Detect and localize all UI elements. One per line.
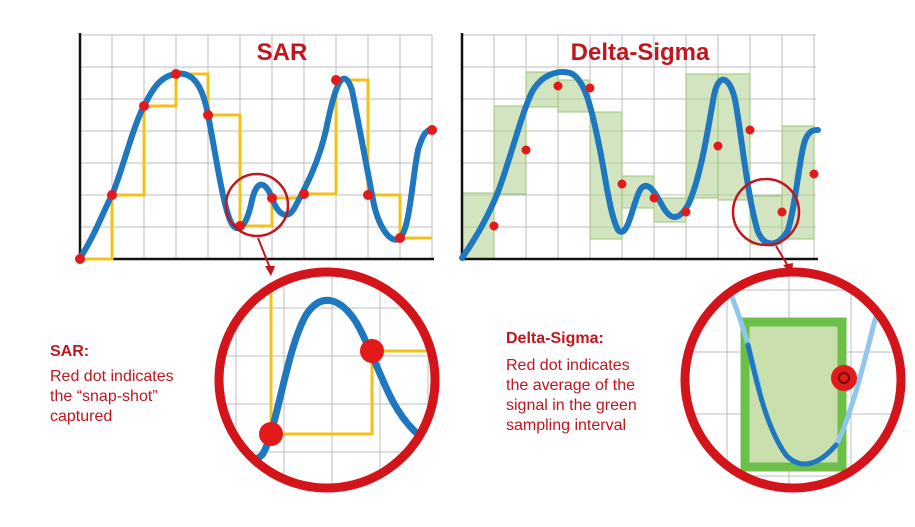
sar-pointer-arrowhead [265, 266, 275, 276]
ds-average-dot [553, 81, 563, 91]
sar-sample-dot [427, 125, 437, 135]
sar-sample-dot [107, 190, 117, 200]
sar-zoom-staircase [269, 272, 435, 436]
ds-zoom-average-dot [831, 365, 857, 391]
ds-average-dots [489, 81, 819, 231]
ds-average-dot [745, 125, 755, 135]
ds-zoom-ring [680, 267, 906, 493]
ds-sampling-intervals [461, 71, 815, 260]
ds-zoom-view [680, 267, 906, 493]
ds-zoom-signal-inside [745, 342, 839, 467]
ds-caption-heading: Delta-Sigma: [506, 330, 604, 347]
sar-sample-dot [363, 190, 373, 200]
sar-zoom-ring [214, 267, 440, 493]
sar-sample-dot [331, 75, 341, 85]
sar-zoom-sample-dot [259, 422, 283, 446]
ds-average-dot [489, 221, 499, 231]
sar-sample-dot [75, 254, 85, 264]
sar-title: SAR [257, 39, 308, 66]
sar-sample-dot [395, 233, 405, 243]
sar-highlight-ring [224, 172, 290, 238]
sar-zoom-sample-dot [360, 339, 384, 363]
ds-highlight-ring [731, 177, 801, 247]
sar-caption-heading: SAR: [50, 343, 90, 360]
ds-average-dot [809, 169, 819, 179]
sar-staircase [80, 72, 432, 261]
ds-average-dot [681, 207, 691, 217]
sar-caption-body: Red dot indicates the “snap-shot” captur… [50, 368, 174, 425]
ds-zoom-interval [740, 317, 847, 472]
sar-sample-dot [203, 110, 213, 120]
ds-caption-body: Red dot indicates the average of the sig… [506, 357, 637, 434]
ds-axes [460, 33, 818, 261]
ds-pointer-line [775, 245, 789, 267]
sar-zoom-view [214, 267, 440, 493]
ds-average-dot [777, 207, 787, 217]
sar-pointer-line [257, 237, 271, 269]
sar-sample-dot [139, 101, 149, 111]
ds-average-dot [585, 83, 595, 93]
ds-average-dot [649, 193, 659, 203]
ds-average-dot [617, 179, 627, 189]
sar-signal-curve [77, 70, 435, 261]
sar-panel: SAR [75, 33, 437, 276]
delta-sigma-panel: Delta-Sigma [459, 33, 821, 274]
ds-average-dot [713, 141, 723, 151]
sar-zoom-signal-curve [219, 296, 435, 464]
sar-sample-dot [267, 193, 277, 203]
ds-title: Delta-Sigma [571, 39, 710, 66]
sar-sample-dot [299, 189, 309, 199]
sar-sample-dot [171, 69, 181, 79]
sar-axes [78, 33, 434, 261]
ds-average-dot [521, 145, 531, 155]
sar-sample-dots [75, 69, 437, 264]
